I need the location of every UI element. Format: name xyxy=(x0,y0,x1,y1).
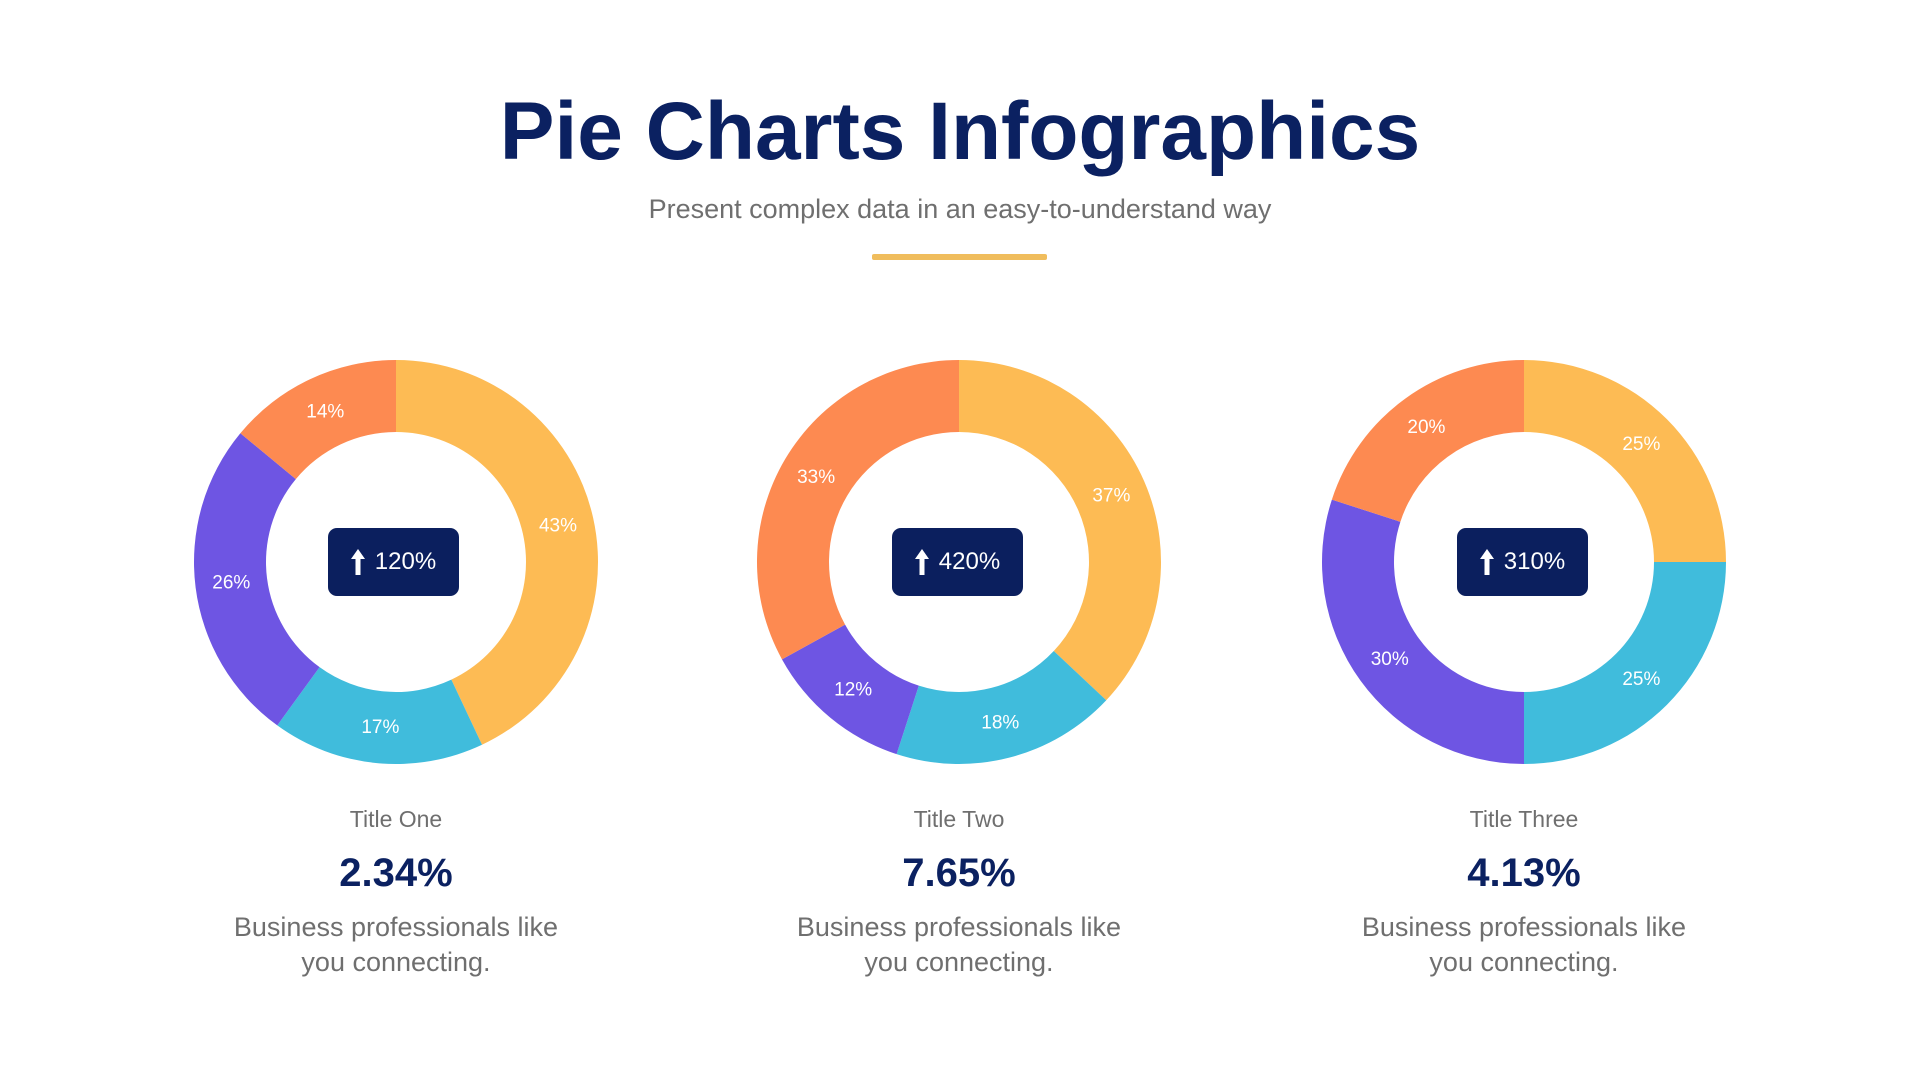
growth-badge-value: 310% xyxy=(1503,548,1566,575)
slice-percent-label: 43% xyxy=(539,515,577,536)
slice-percent-label: 33% xyxy=(797,467,835,488)
accent-divider xyxy=(872,254,1047,260)
arrow-up-icon xyxy=(1479,549,1494,575)
growth-badge: 120% xyxy=(328,528,459,596)
growth-badge-value: 120% xyxy=(374,548,437,575)
page-title: Pie Charts Infographics xyxy=(499,86,1421,177)
arrow-up-icon xyxy=(914,549,929,575)
chart-description: Business professionals like you connecti… xyxy=(719,910,1199,980)
chart-title: Title Two xyxy=(913,806,1005,832)
donut-slice xyxy=(1524,562,1726,764)
chart-column-one: 43% 17% 26% 14% 120% Title One 2.34% Busine… xyxy=(156,0,636,1080)
chart-description-line-2: you connecting. xyxy=(864,947,1054,977)
donut-chart: 43% 17% 26% 14% xyxy=(156,340,636,780)
donut-slice xyxy=(1331,360,1524,522)
donut-chart-svg: 25% 25% 30% 20% xyxy=(1322,360,1726,764)
chart-column-three: 25% 25% 30% 20% 310% Title Three 4.13% Busi… xyxy=(1284,0,1764,1080)
donut-slice xyxy=(896,650,1107,764)
slice-percent-label: 25% xyxy=(1622,669,1660,690)
donut-chart-svg: 43% 17% 26% 14% xyxy=(193,360,598,764)
chart-title: Title One xyxy=(349,806,443,832)
growth-badge: 310% xyxy=(1457,528,1588,596)
slice-percent-label: 12% xyxy=(834,679,872,700)
donut-chart-svg: 37% 18% 12% 33% xyxy=(757,360,1161,764)
growth-badge-value: 420% xyxy=(938,548,1001,575)
chart-title: Title Three xyxy=(1469,806,1579,832)
donut-slice xyxy=(277,667,483,764)
slice-percent-label: 20% xyxy=(1407,417,1445,438)
slice-percent-label: 30% xyxy=(1371,649,1409,670)
chart-description: Business professionals like you connecti… xyxy=(156,910,636,980)
slice-percent-label: 26% xyxy=(212,572,250,593)
donut-slice xyxy=(781,624,919,755)
slice-percent-label: 17% xyxy=(361,717,399,738)
donut-slice xyxy=(757,360,959,660)
arrow-up-icon xyxy=(350,549,365,575)
slice-percent-label: 18% xyxy=(981,712,1019,733)
chart-description-line-2: you connecting. xyxy=(1429,947,1619,977)
slice-percent-label: 37% xyxy=(1092,486,1130,507)
growth-badge: 420% xyxy=(892,528,1023,596)
donut-slice xyxy=(1322,499,1524,764)
chart-value: 4.13% xyxy=(1467,851,1581,895)
donut-slice xyxy=(193,433,320,726)
donut-slice xyxy=(959,360,1161,701)
page-subtitle: Present complex data in an easy-to-under… xyxy=(648,194,1272,224)
chart-value: 7.65% xyxy=(902,851,1016,895)
chart-description-line-2: you connecting. xyxy=(301,947,491,977)
donut-chart: 25% 25% 30% 20% xyxy=(1284,340,1764,780)
chart-column-two: 37% 18% 12% 33% 420% Title Two 7.65% Busine… xyxy=(719,0,1199,1080)
donut-slice xyxy=(240,360,396,480)
chart-description-line-1: Business professionals like xyxy=(796,912,1122,942)
slice-percent-label: 25% xyxy=(1622,434,1660,455)
chart-description-line-1: Business professionals like xyxy=(1361,912,1687,942)
slice-percent-label: 14% xyxy=(306,401,344,422)
donut-chart: 37% 18% 12% 33% xyxy=(719,340,1199,780)
donut-slice xyxy=(396,360,598,745)
chart-value: 2.34% xyxy=(339,851,453,895)
chart-description-line-1: Business professionals like xyxy=(233,912,559,942)
chart-description: Business professionals like you connecti… xyxy=(1284,910,1764,980)
donut-slice xyxy=(1524,360,1726,562)
